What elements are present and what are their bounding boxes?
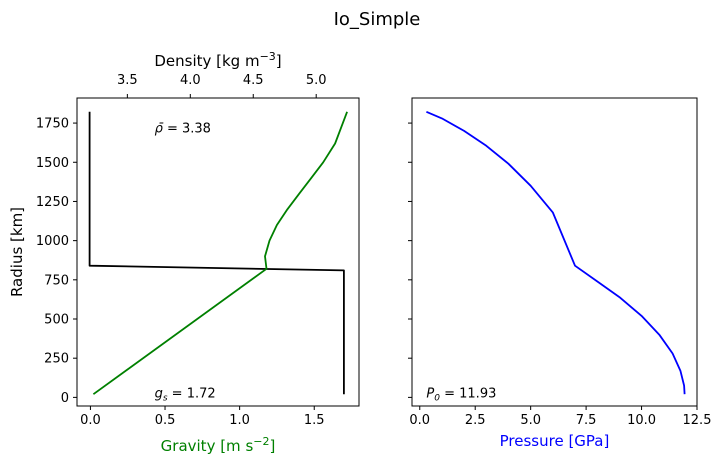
x-tick-label: 10.0 (627, 413, 656, 428)
series-pressure (426, 110, 686, 395)
y-tick-label: 1250 (36, 195, 69, 210)
x-tick-label: 7.5 (576, 413, 597, 428)
x-tick-label: 1.5 (304, 413, 325, 428)
top-x-tick-label: 4.5 (243, 73, 264, 88)
y-tick-label: 1750 (36, 117, 69, 132)
y-tick-label: 1500 (36, 156, 69, 171)
y-tick-label: 250 (44, 352, 69, 367)
y-tick-label: 500 (44, 313, 69, 328)
annotation-0: P0 = 11.93 (426, 386, 496, 403)
x-axis-label-pressure: Pressure [GPa] (500, 432, 610, 450)
x-tick-label: 5.0 (520, 413, 541, 428)
top-x-tick-label: 4.0 (180, 73, 201, 88)
x-tick-label: 0.0 (409, 413, 430, 428)
x-tick-label: 12.5 (683, 413, 712, 428)
top-x-tick-label: 3.5 (117, 73, 138, 88)
figure-title: Io_Simple (334, 9, 421, 30)
top-x-tick-label: 5.0 (306, 73, 327, 88)
x-tick-label: 1.0 (229, 413, 250, 428)
y-tick-label: 750 (44, 273, 69, 288)
y-axis-label: Radius [km] (8, 207, 26, 297)
axes-frame (411, 97, 698, 407)
top-axis-label-density: Density [kg m−3] (154, 50, 281, 70)
x-tick-label: 0.5 (155, 413, 176, 428)
axes-left: 0 250 500 750 1000 1250 1500 1750 Radius [km] 0.0… (8, 50, 360, 455)
series-density (88, 111, 345, 395)
y-tick-label: 1000 (36, 234, 69, 249)
x-axis-label-gravity: Gravity [m s−2] (161, 435, 276, 455)
annotation-0: ρ̄ = 3.38 (155, 121, 211, 136)
annotation-1: gs = 1.72 (155, 386, 216, 403)
x-tick-label: 2.5 (465, 413, 486, 428)
axes-frame (76, 97, 360, 407)
axes-right: 0.0 2.5 5.0 7.5 10.0 12.5 Pressure [GPa] P0 = 1… (408, 97, 712, 450)
series-gravity (92, 111, 348, 395)
y-tick-label: 0 (61, 391, 69, 406)
x-tick-label: 0.0 (80, 413, 101, 428)
